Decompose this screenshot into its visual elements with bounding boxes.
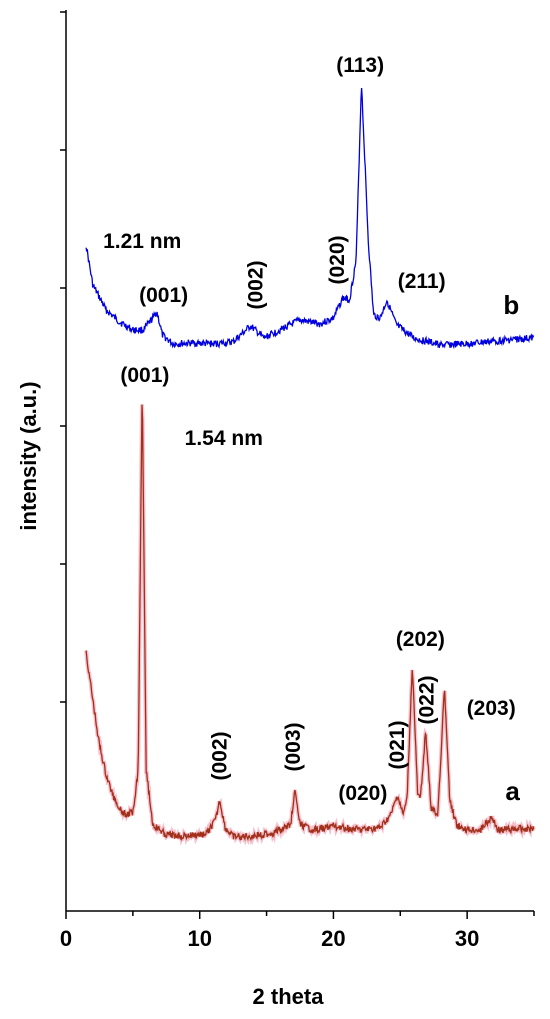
x-tick-label: 10: [187, 926, 211, 951]
series-a-line: [85, 404, 535, 842]
series-b-line: [85, 87, 535, 350]
series-b-peak-label: (211): [398, 270, 446, 293]
x-tick-label: 0: [60, 926, 72, 951]
series-a-peak-label: (020): [338, 782, 387, 805]
x-tick-label: 20: [321, 926, 345, 951]
series-a-peak-label: (203): [467, 697, 516, 720]
series-b-peak-label: (002): [244, 260, 267, 309]
ticks: 0 10 20 30: [60, 11, 535, 951]
series-a-peak-label: (202): [396, 628, 445, 651]
series-a-peak-label: (001): [120, 364, 169, 387]
series-b-letter: b: [503, 290, 519, 320]
series-a-peak-label: 1.54 nm: [185, 427, 263, 450]
series-a-letter: a: [505, 776, 520, 806]
x-axis-label: 2 theta: [253, 984, 325, 1009]
series-b-peak-label: 1.21 nm: [103, 230, 181, 253]
y-axis-label: intensity (a.u.): [16, 381, 41, 530]
series-b-peak-label: (020): [326, 235, 349, 284]
series-b-peak-label: (113): [336, 54, 384, 77]
series-a-peak-label: (022): [416, 675, 439, 724]
series-a-peak-label: (002): [208, 731, 231, 780]
series-layer: [84, 87, 536, 846]
series-b-peak-label: (001): [139, 284, 188, 307]
x-tick-label: 30: [455, 926, 479, 951]
axes: [65, 10, 534, 912]
series-a-halo: [84, 404, 536, 846]
annotations-layer: 1.21 nm (001) (002) (020) (113) (211) b (001) 1.…: [103, 54, 520, 806]
series-a-peak-label: (021): [386, 720, 409, 769]
series-a-peak-label: (003): [282, 722, 305, 771]
